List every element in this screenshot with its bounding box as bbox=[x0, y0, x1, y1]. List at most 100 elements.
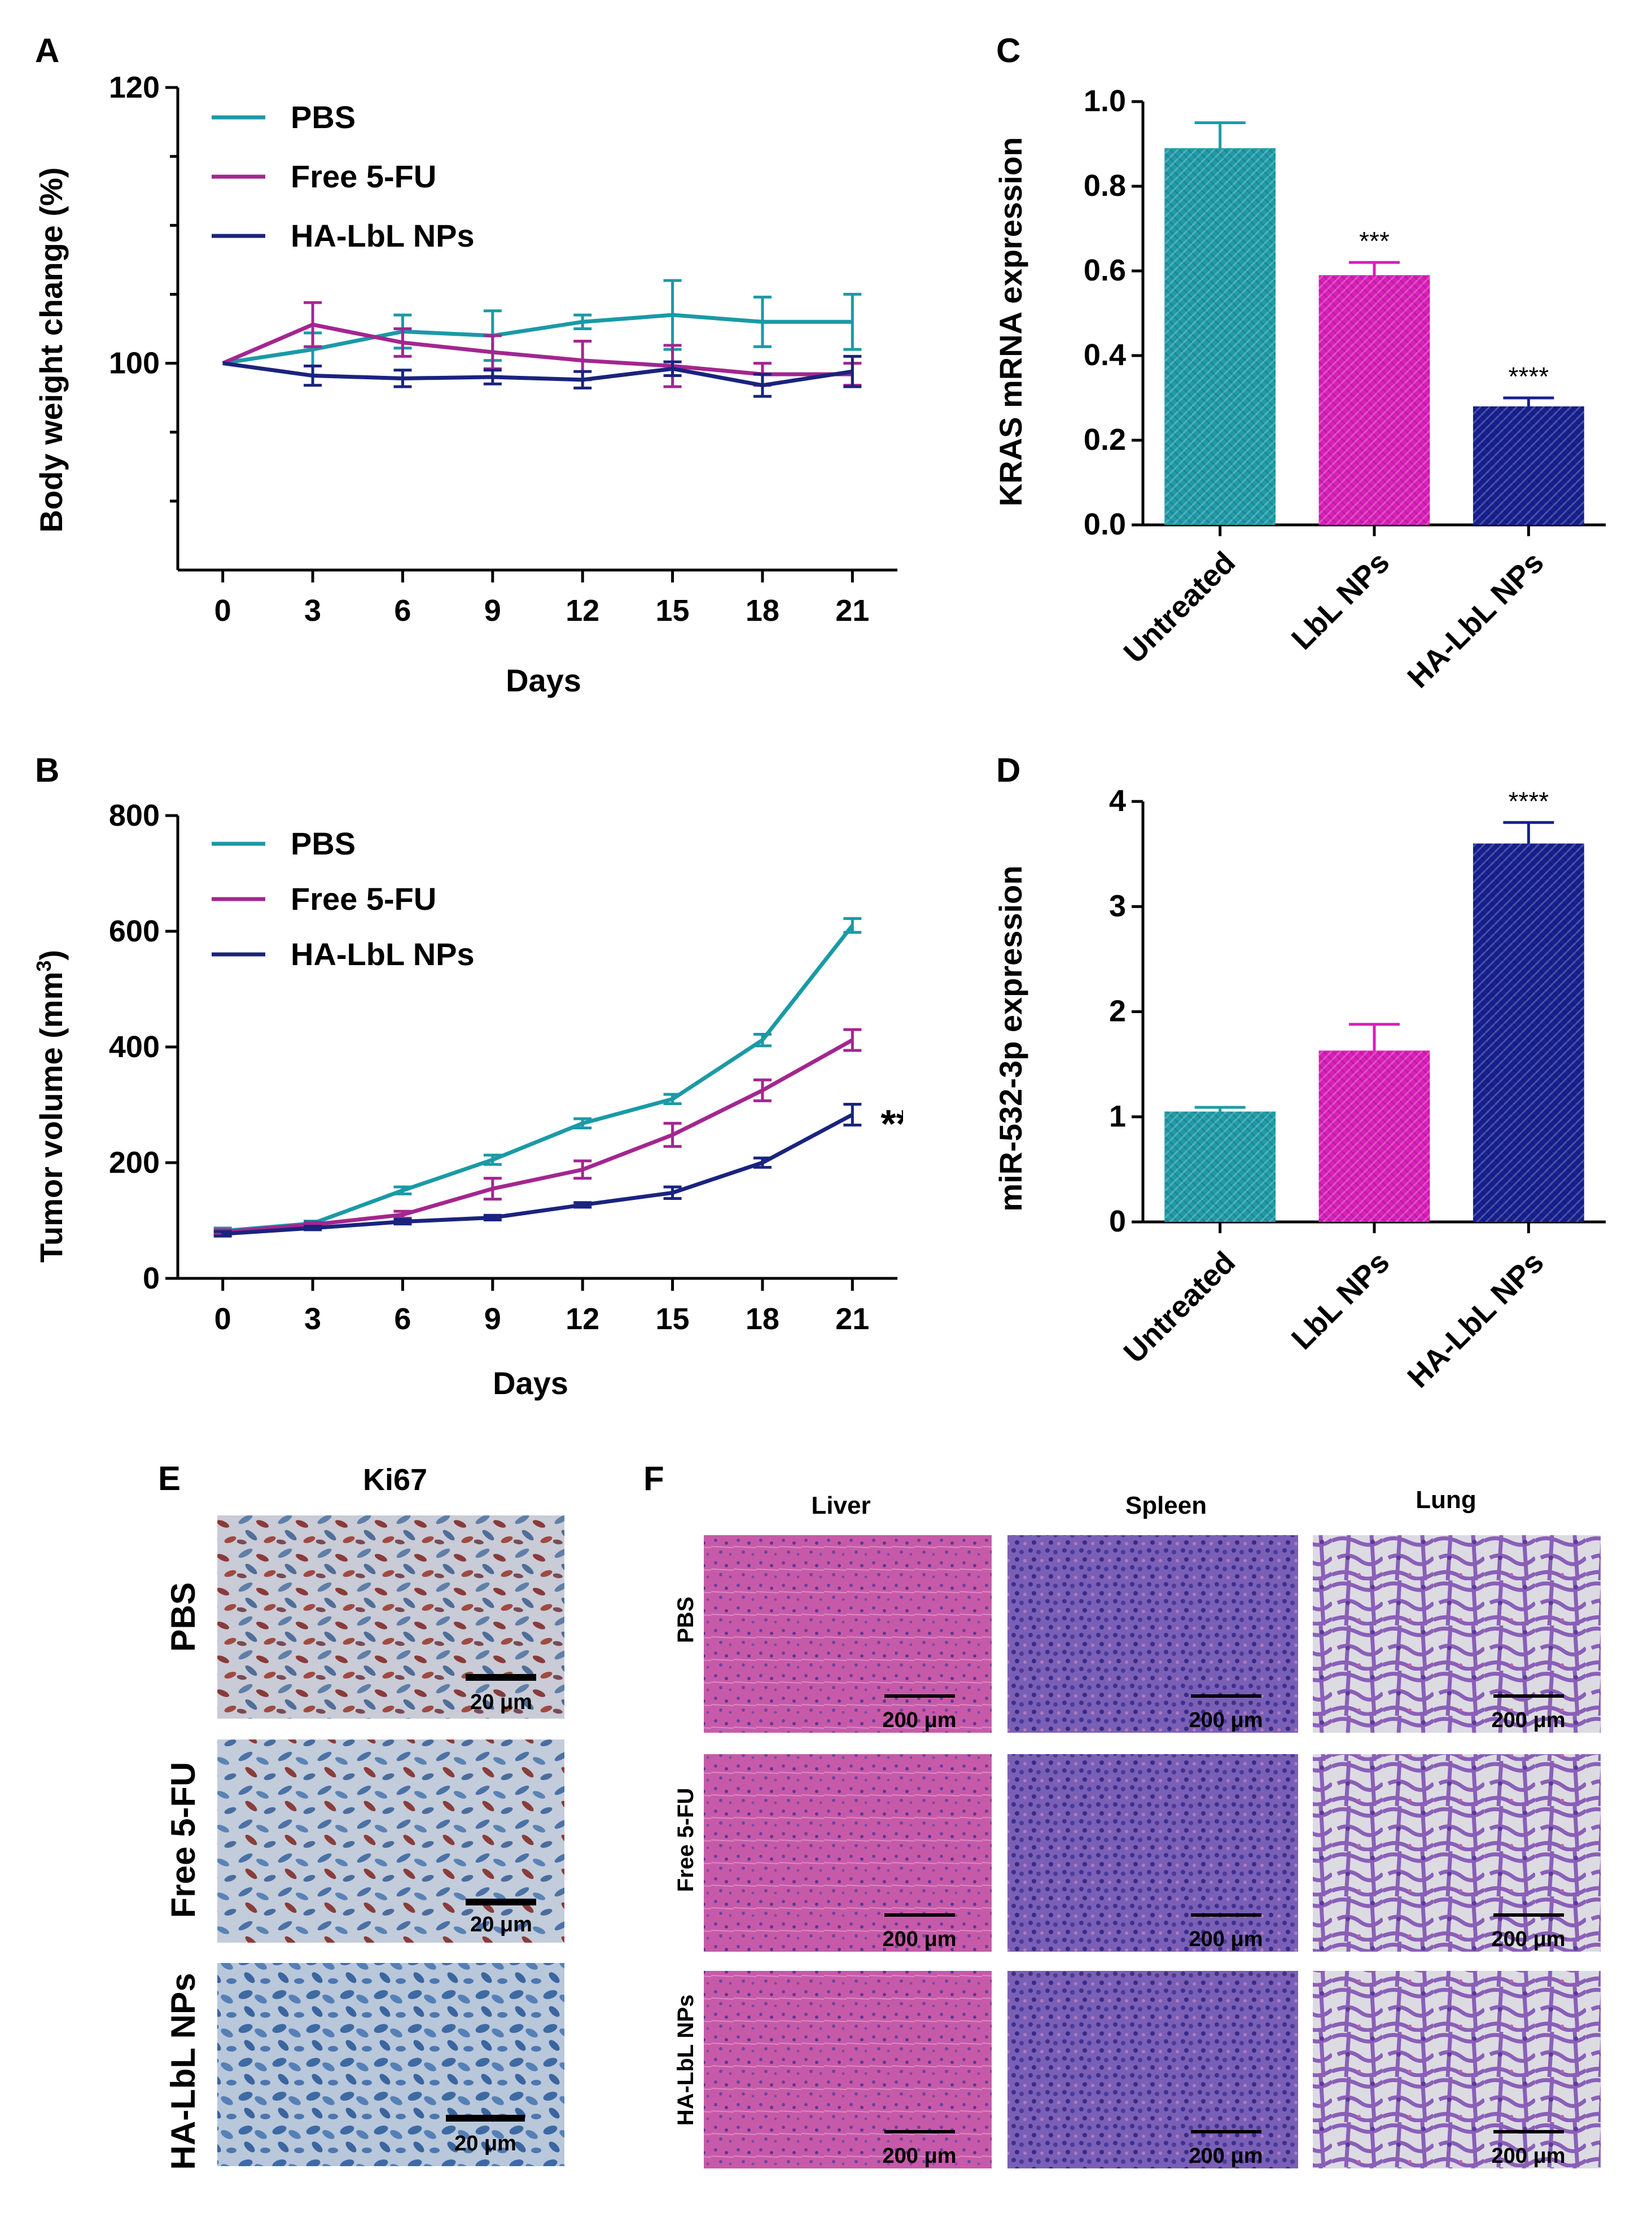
he-image-lung-free-5fu: 200 μm bbox=[1313, 1754, 1601, 1952]
he-image-texture bbox=[1313, 1971, 1601, 2168]
y-tick-label: 0.8 bbox=[1084, 169, 1126, 203]
y-axis-title: miR-532-3p expression bbox=[993, 865, 1028, 1211]
y-tick-label: 600 bbox=[109, 914, 160, 948]
scale-bar-label: 20 μm bbox=[470, 1690, 532, 1714]
ki67-image-pbs: 20 μm bbox=[217, 1515, 564, 1719]
he-image-texture bbox=[704, 1971, 992, 2168]
y-tick-label: 0 bbox=[1109, 1204, 1126, 1238]
x-tick-label: 18 bbox=[746, 1302, 779, 1336]
x-tick-label: 18 bbox=[746, 594, 779, 628]
row-label-ha-lbl: HA-LbL NPs bbox=[164, 1973, 202, 2170]
significance-annotation: ** bbox=[880, 1102, 903, 1146]
y-tick-label: 1.0 bbox=[1084, 84, 1126, 118]
x-axis-title: Days bbox=[506, 663, 581, 698]
bar-texture bbox=[1473, 406, 1584, 525]
he-image-spleen-free-5fu: 200 μm bbox=[1007, 1754, 1298, 1952]
x-tick-label: 6 bbox=[394, 1302, 411, 1336]
he-image-liver-pbs: 200 μm bbox=[704, 1535, 992, 1733]
bar-texture bbox=[1318, 275, 1430, 525]
legend-label: PBS bbox=[291, 826, 356, 861]
panel-letter-e: E bbox=[158, 1460, 181, 1497]
column-label-spleen: Spleen bbox=[1125, 1492, 1207, 1519]
y-tick-label: 1 bbox=[1109, 1099, 1126, 1133]
legend-label: Free 5-FU bbox=[291, 159, 436, 194]
bar-texture bbox=[1473, 843, 1584, 1222]
y-tick-label: 0.0 bbox=[1084, 507, 1126, 541]
scale-bar-label: 200 μm bbox=[1492, 1708, 1566, 1732]
x-tick-label: 0 bbox=[214, 1302, 231, 1336]
panel-e-ki67-images: E Ki67 20 μm 20 μm 20 μm PBS Free 5-FU H… bbox=[158, 1460, 564, 2170]
y-tick-label: 200 bbox=[109, 1146, 160, 1180]
he-image-texture bbox=[1313, 1754, 1601, 1952]
he-image-lung-pbs: 200 μm bbox=[1313, 1535, 1601, 1733]
y-axis-title: KRAS mRNA expression bbox=[993, 137, 1028, 507]
y-tick-label: 0 bbox=[143, 1261, 160, 1295]
panel-f-he-images: F Liver Spleen Lung PBS Free 5-FU HA-LbL… bbox=[643, 1460, 1601, 2168]
he-image-texture bbox=[1313, 1535, 1601, 1733]
row-label-pbs: PBS bbox=[673, 1597, 698, 1643]
column-label-lung: Lung bbox=[1416, 1486, 1476, 1514]
x-tick-label: 12 bbox=[566, 594, 599, 628]
significance-label: *** bbox=[1359, 226, 1390, 256]
he-image-texture bbox=[1007, 1754, 1298, 1952]
x-tick-label: 9 bbox=[484, 594, 501, 628]
x-tick-label: 9 bbox=[484, 1302, 501, 1336]
he-image-texture bbox=[1007, 1535, 1298, 1733]
category-label: Untreated bbox=[1118, 545, 1242, 670]
category-label: LbL NPs bbox=[1285, 545, 1396, 656]
row-label-free-5fu: Free 5-FU bbox=[673, 1788, 698, 1892]
scale-bar-label: 200 μm bbox=[1492, 2144, 1566, 2168]
y-axis-title: Tumor volume (mm3) bbox=[32, 950, 69, 1263]
ki67-image-ha-lbl: 20 μm bbox=[217, 1963, 564, 2166]
y-tick-label: 100 bbox=[109, 347, 160, 380]
y-tick-label: 400 bbox=[109, 1030, 160, 1064]
x-tick-label: 6 bbox=[394, 594, 411, 628]
ki67-title: Ki67 bbox=[363, 1463, 427, 1497]
panel-b-line-chart: B Tumor volume (mm3) Days 0 200 400 600 800 0… bbox=[32, 751, 904, 1401]
panel-d-bar-chart: D miR-532-3p expression 0 1 2 3 4 Untreated Lb… bbox=[993, 751, 1606, 1395]
scale-bar-label: 200 μm bbox=[1189, 1708, 1263, 1732]
panel-letter-f: F bbox=[643, 1460, 664, 1497]
he-image-texture bbox=[704, 1754, 992, 1952]
x-tick-label: 15 bbox=[656, 594, 690, 628]
legend-label: HA-LbL NPs bbox=[291, 936, 475, 972]
he-image-liver-ha-lbl: 200 μm bbox=[704, 1971, 992, 2168]
panel-letter-c: C bbox=[996, 32, 1020, 69]
scale-bar-label: 20 μm bbox=[470, 1913, 532, 1936]
panel-letter-a: A bbox=[35, 32, 59, 69]
x-axis-title: Days bbox=[493, 1365, 568, 1401]
series-line bbox=[222, 361, 853, 388]
y-tick-label: 0.6 bbox=[1084, 253, 1126, 287]
panel-letter-b: B bbox=[35, 751, 59, 789]
row-label-pbs: PBS bbox=[164, 1582, 202, 1651]
he-image-liver-free-5fu: 200 μm bbox=[704, 1754, 992, 1952]
legend-label: Free 5-FU bbox=[291, 881, 436, 917]
bar-texture bbox=[1318, 1050, 1430, 1222]
scale-bar-label: 200 μm bbox=[1189, 1927, 1263, 1951]
scale-bar-label: 200 μm bbox=[1492, 1927, 1566, 1951]
panel-a-line-chart: A Body weight change (%) Days 100 120 0 3 6 9… bbox=[33, 32, 897, 698]
y-tick-label: 800 bbox=[109, 799, 160, 832]
y-tick-label: 0.2 bbox=[1084, 423, 1126, 457]
he-image-spleen-pbs: 200 μm bbox=[1007, 1535, 1298, 1733]
x-tick-label: 3 bbox=[304, 594, 321, 628]
x-tick-label: 21 bbox=[835, 594, 869, 628]
panel-letter-d: D bbox=[996, 751, 1020, 789]
y-tick-label: 0.4 bbox=[1084, 338, 1126, 372]
scale-bar-label: 200 μm bbox=[883, 1708, 957, 1732]
category-label: LbL NPs bbox=[1285, 1245, 1396, 1356]
row-label-ha-lbl: HA-LbL NPs bbox=[673, 1995, 698, 2126]
x-tick-label: 0 bbox=[214, 594, 231, 628]
category-label: HA-LbL NPs bbox=[1401, 545, 1550, 694]
scale-bar-label: 200 μm bbox=[883, 1927, 957, 1951]
scale-bar-label: 200 μm bbox=[883, 2144, 957, 2168]
scale-bar-label: 20 μm bbox=[454, 2132, 516, 2155]
y-axis-title: Body weight change (%) bbox=[33, 167, 69, 532]
category-label: HA-LbL NPs bbox=[1401, 1245, 1550, 1394]
significance-label: **** bbox=[1509, 362, 1549, 391]
legend-label: PBS bbox=[291, 99, 356, 135]
y-tick-label: 3 bbox=[1109, 889, 1126, 923]
he-image-texture bbox=[704, 1535, 992, 1733]
category-label: Untreated bbox=[1118, 1245, 1242, 1370]
series-line bbox=[222, 1038, 854, 1234]
